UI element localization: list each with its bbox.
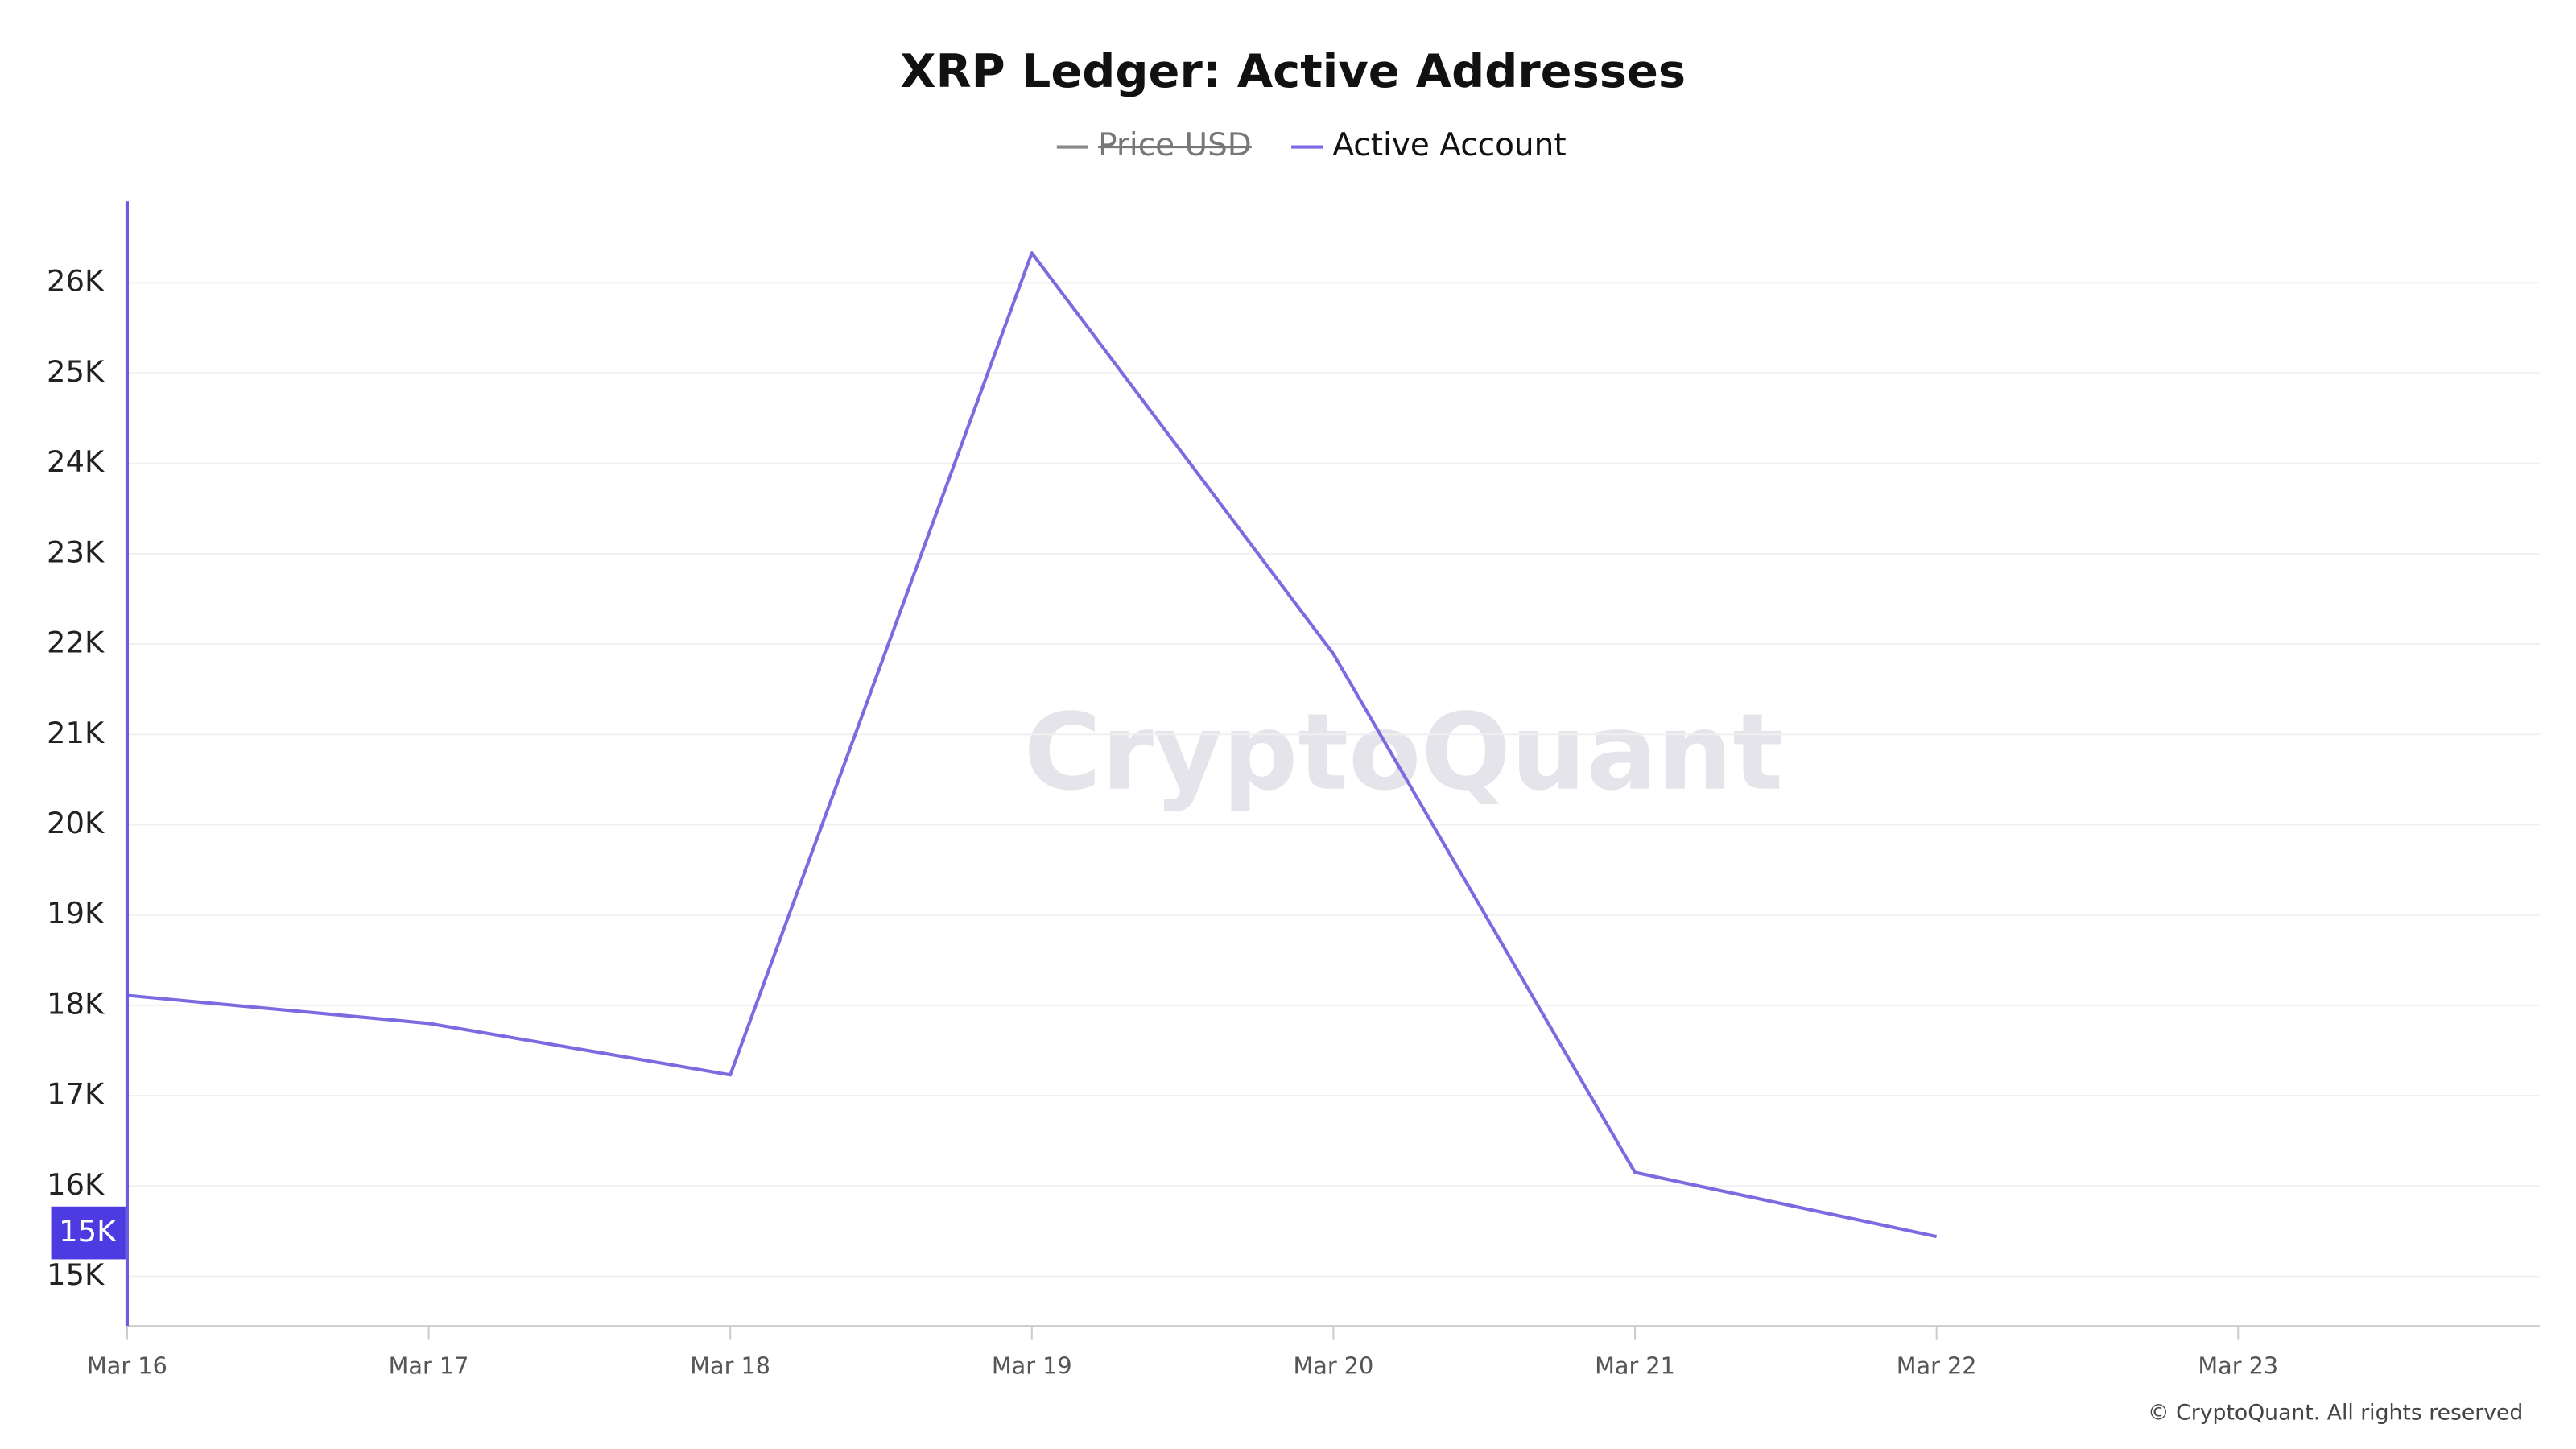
y-tick-label: 24K xyxy=(47,444,105,479)
y-tick-label: 17K xyxy=(47,1077,105,1112)
y-tick-label: 22K xyxy=(47,625,105,660)
watermark: CryptoQuant xyxy=(1024,691,1783,814)
x-tick-label: Mar 18 xyxy=(690,1352,770,1379)
x-tick-label: Mar 16 xyxy=(87,1352,167,1379)
y-cursor-box xyxy=(51,1206,126,1260)
y-cursor-label: 15K xyxy=(59,1214,117,1249)
y-tick-label: 26K xyxy=(47,264,105,299)
footer: © CryptoQuant. All rights reserved xyxy=(2148,1400,2523,1425)
y-tick-label: 21K xyxy=(47,716,105,750)
x-tick-label: Mar 22 xyxy=(1897,1352,1977,1379)
series-line xyxy=(126,251,1938,1239)
legend-label: Active Account xyxy=(1332,127,1566,163)
y-tick-label: 18K xyxy=(47,986,105,1021)
y-tick-label: 19K xyxy=(47,896,105,931)
chart-title: XRP Ledger: Active Addresses xyxy=(900,44,1686,98)
x-tick-label: Mar 19 xyxy=(992,1352,1072,1379)
x-tick-label: Mar 23 xyxy=(2198,1352,2278,1379)
y-tick-label: 23K xyxy=(47,535,105,569)
x-tick-label: Mar 21 xyxy=(1595,1352,1675,1379)
legend-label: Price USD xyxy=(1098,127,1252,163)
x-tick-label: Mar 20 xyxy=(1294,1352,1374,1379)
y-tick-label: 16K xyxy=(47,1167,105,1202)
y-tick-label: 20K xyxy=(47,806,105,840)
y-tick-label: 25K xyxy=(47,354,105,389)
x-tick-label: Mar 17 xyxy=(389,1352,469,1379)
y-tick-label: 15K xyxy=(47,1257,105,1292)
